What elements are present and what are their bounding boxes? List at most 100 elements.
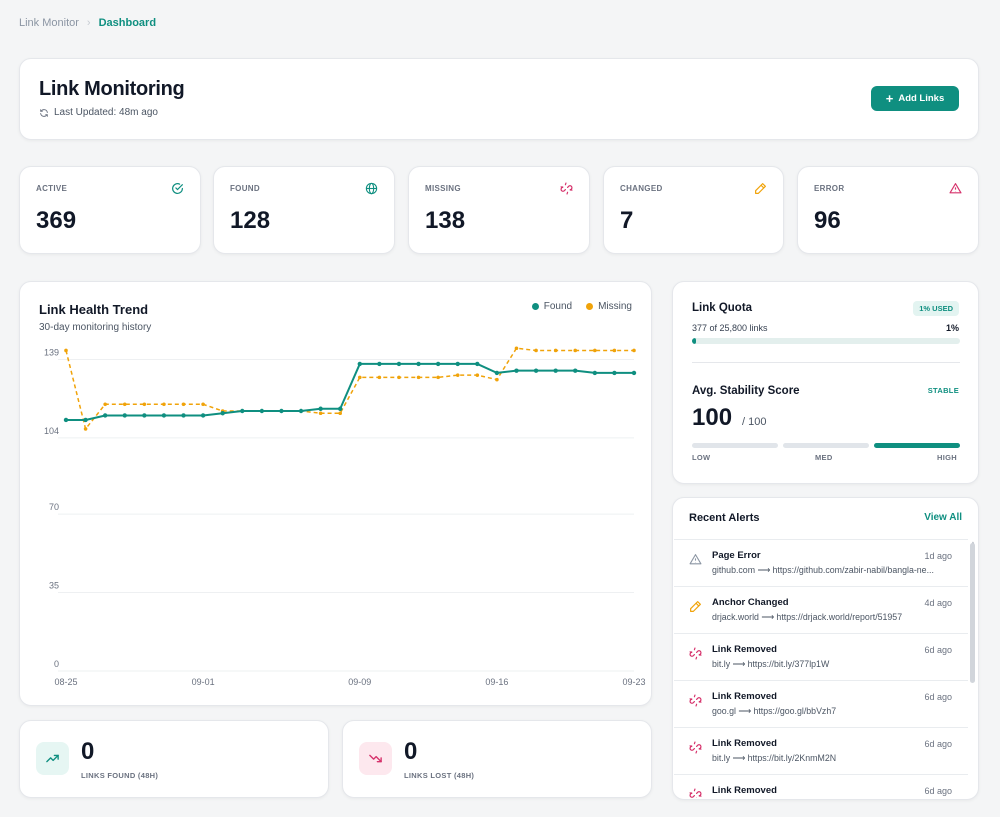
data-point-found	[475, 361, 480, 367]
data-point-found	[298, 408, 304, 414]
stat-card-missing: MISSING 138	[408, 166, 590, 254]
quota-used-badge: 1% USED	[913, 301, 959, 316]
data-point-found	[161, 413, 167, 418]
data-point-found	[533, 368, 539, 373]
plus-icon: +	[885, 90, 894, 106]
data-point-missing	[122, 402, 127, 407]
links-found-label: LINKS FOUND (48H)	[81, 771, 159, 780]
y-tick-label: 0	[54, 659, 59, 669]
legend-item-found[interactable]: Found	[531, 301, 572, 312]
broken-link-icon	[689, 741, 702, 754]
data-point-found	[553, 368, 558, 373]
alerts-scrollbar[interactable]	[970, 543, 975, 683]
data-point-found	[377, 361, 382, 367]
links-found-card: 0 LINKS FOUND (48H)	[19, 720, 329, 798]
check-circle-icon	[172, 183, 183, 194]
alert-url: drjack.world ⟶ https://drjack.world/repo…	[712, 612, 903, 622]
recent-alerts-card: Recent Alerts View All Page Error 1d ago…	[672, 497, 979, 800]
y-tick-label: 70	[49, 502, 59, 512]
add-links-button[interactable]: + Add Links	[871, 86, 959, 111]
pencil-icon	[755, 183, 766, 194]
warning-outline-icon	[689, 554, 702, 565]
data-point-found	[573, 368, 578, 373]
alert-item[interactable]: Link Removed 6d ago bit.ly ⟶ https://bit…	[674, 727, 968, 774]
stat-label: FOUND	[230, 184, 260, 193]
refresh-icon	[40, 108, 48, 117]
data-point-missing	[436, 375, 440, 380]
quota-card: Link Quota 1% USED 377 of 25,800 links 1…	[672, 281, 979, 484]
links-lost-label: LINKS LOST (48H)	[404, 771, 475, 780]
legend-item-missing[interactable]: Missing	[586, 301, 632, 312]
legend-swatch-found	[531, 302, 539, 310]
alert-item[interactable]: Link Removed 6d ago goo.gl ⟶ https://goo…	[674, 680, 968, 727]
data-point-found	[455, 361, 460, 367]
data-point-found	[142, 413, 147, 418]
alert-name: Page Error	[712, 550, 761, 561]
data-point-missing	[181, 402, 186, 407]
broken-link-icon	[689, 694, 702, 707]
alert-name: Link Removed	[712, 644, 777, 655]
data-point-missing	[475, 373, 480, 377]
alert-item[interactable]: Link Removed 6d ago	[674, 774, 968, 798]
legend-swatch-missing	[586, 302, 594, 310]
alert-item[interactable]: Page Error 1d ago github.com ⟶ https://g…	[674, 539, 968, 586]
alerts-list[interactable]: Page Error 1d ago github.com ⟶ https://g…	[674, 539, 968, 798]
y-tick-label: 104	[44, 426, 59, 436]
stat-label: ACTIVE	[36, 184, 68, 193]
data-point-missing	[142, 402, 147, 407]
data-point-missing	[357, 375, 362, 380]
data-point-missing	[593, 348, 597, 353]
view-all-link[interactable]: View All	[924, 512, 962, 523]
stat-card-active: ACTIVE 369	[19, 166, 201, 254]
data-point-missing	[612, 348, 617, 353]
stat-value: 369	[36, 207, 77, 234]
stat-value: 128	[230, 207, 271, 234]
data-point-missing	[632, 348, 636, 353]
x-tick-label: 08-25	[54, 677, 77, 687]
add-links-label: Add Links	[898, 93, 945, 104]
stat-label: MISSING	[425, 184, 461, 193]
data-point-found	[240, 408, 245, 414]
y-tick-label: 139	[44, 347, 59, 357]
stat-card-found: FOUND 128	[213, 166, 395, 254]
chevron-right-icon: ›	[86, 17, 91, 29]
quota-title: Link Quota	[692, 302, 753, 314]
alert-url: github.com ⟶ https://github.com/zabir-na…	[712, 565, 934, 575]
data-point-missing	[416, 375, 421, 380]
alert-name: Link Removed	[712, 785, 777, 796]
stability-segment-low	[692, 443, 778, 448]
page-title: Link Monitoring	[39, 78, 185, 100]
quota-progress-fill	[692, 338, 697, 344]
chart-legend: Found Missing	[531, 301, 632, 312]
data-point-found	[494, 370, 500, 376]
data-point-found	[122, 413, 127, 418]
data-point-missing	[318, 411, 323, 416]
pencil-icon	[690, 601, 701, 612]
breadcrumb-root-link[interactable]: Link Monitor	[19, 17, 79, 29]
stability-badge: STABLE	[927, 386, 959, 395]
series-line-found	[66, 362, 634, 421]
last-updated-text: Last Updated: 48m ago	[54, 107, 158, 118]
alert-item[interactable]: Link Removed 6d ago bit.ly ⟶ https://bit…	[674, 633, 968, 680]
alert-item[interactable]: Anchor Changed 4d ago drjack.world ⟶ htt…	[674, 586, 968, 633]
header-card: Link Monitoring Last Updated: 48m ago + …	[19, 58, 979, 140]
stat-card-error: ERROR 96	[797, 166, 979, 254]
data-point-found	[592, 370, 598, 376]
stat-value: 96	[814, 207, 841, 234]
data-point-missing	[83, 427, 88, 431]
data-point-found	[181, 413, 186, 418]
data-point-missing	[64, 348, 68, 353]
alert-time: 6d ago	[924, 786, 952, 796]
alert-time: 6d ago	[924, 692, 952, 702]
links-found-value: 0	[81, 738, 95, 765]
quota-count: 377 of 25,800 links	[692, 323, 768, 333]
x-tick-label: 09-16	[485, 677, 508, 687]
links-lost-card: 0 LINKS LOST (48H)	[342, 720, 652, 798]
data-point-found	[279, 408, 284, 414]
divider	[692, 362, 960, 363]
broken-link-icon	[560, 182, 573, 195]
quota-percent: 1%	[945, 323, 959, 333]
stability-score: 100	[692, 404, 733, 431]
alert-name: Anchor Changed	[712, 597, 789, 608]
breadcrumb-current: Dashboard	[98, 17, 157, 29]
